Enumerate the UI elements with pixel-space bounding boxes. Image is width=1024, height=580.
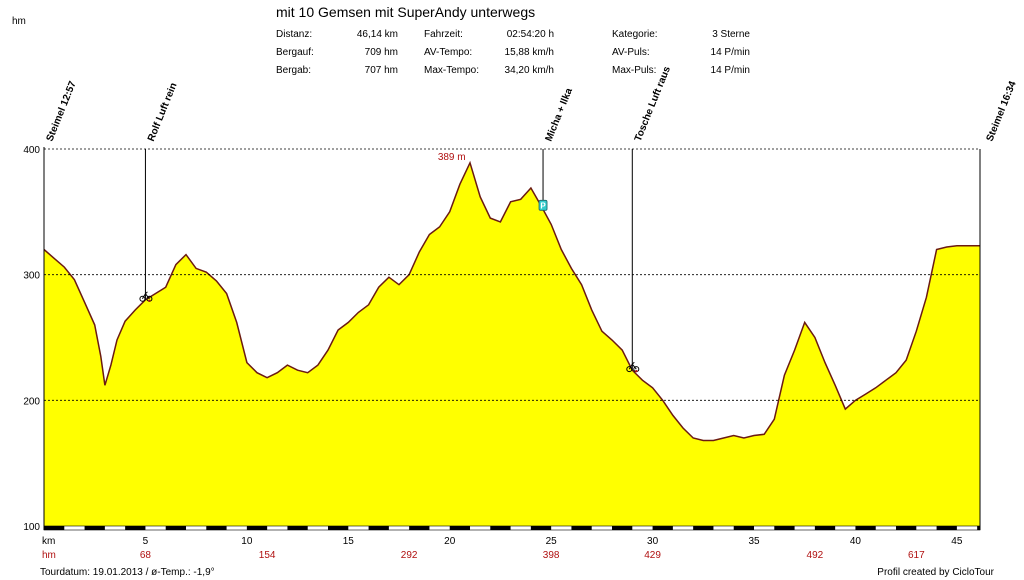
x-axis-segment xyxy=(571,526,592,530)
x-axis-segment xyxy=(44,526,65,530)
x-axis-segment xyxy=(246,526,268,530)
x-axis-segment xyxy=(125,526,146,530)
stat-value-bergab: 707 hm xyxy=(364,65,398,76)
x-axis-unit-label: km xyxy=(42,536,55,547)
x-axis-segment xyxy=(936,526,957,530)
parking-letter: P xyxy=(540,201,546,210)
bike-dot xyxy=(635,369,638,373)
climb-value-label: 292 xyxy=(401,550,418,561)
waypoint-label: Steimel 16:34 xyxy=(985,79,1019,143)
stat-value-max-puls: 14 P/min xyxy=(710,65,750,76)
climb-value-label: 154 xyxy=(259,550,276,561)
stat-label-fahrzeit: Fahrzeit: xyxy=(424,29,463,40)
stat-label-bergauf: Bergauf: xyxy=(276,47,314,58)
x-axis-segment xyxy=(165,526,187,530)
x-tick-label: 25 xyxy=(546,536,558,547)
x-axis-segment xyxy=(855,526,876,530)
climb-value-label: 68 xyxy=(140,550,152,561)
x-axis-segment xyxy=(368,526,389,530)
stat-label-bergab: Bergab: xyxy=(276,65,312,76)
x-axis-segment xyxy=(733,526,755,530)
stat-label-distanz: Distanz: xyxy=(276,29,313,40)
y-tick-label: 100 xyxy=(23,522,40,533)
x-axis-segment xyxy=(206,526,227,530)
x-tick-label: 10 xyxy=(241,536,253,547)
x-axis-segment xyxy=(449,526,471,530)
x-axis-segment xyxy=(84,526,105,530)
x-tick-label: 5 xyxy=(143,536,149,547)
parking-icon: P xyxy=(538,199,548,211)
bike-frame xyxy=(142,291,150,300)
bike-icon xyxy=(139,291,153,302)
bike-wheel xyxy=(626,366,633,373)
stat-label-max-puls: Max-Puls: xyxy=(612,65,657,76)
stat-value-av-tempo: 15,88 km/h xyxy=(504,47,554,58)
x-axis-segment xyxy=(409,526,430,530)
x-tick-label: 40 xyxy=(850,536,862,547)
elevation-profile-line xyxy=(43,160,980,442)
x-axis-segment xyxy=(896,526,917,530)
climb-row-label: hm xyxy=(42,550,56,561)
tour-date-footer: Tourdatum: 19.01.2013 / ø-Temp.: -1,9° xyxy=(40,567,215,578)
x-axis-segment xyxy=(693,526,714,530)
x-tick-label: 30 xyxy=(647,536,659,547)
y-axis-unit-label: hm xyxy=(12,16,26,27)
stat-value-kategorie: 3 Sterne xyxy=(712,29,750,40)
climb-value-label: 429 xyxy=(644,550,661,561)
stat-value-distanz: 46,14 km xyxy=(356,29,398,40)
stat-value-bergauf: 709 hm xyxy=(364,47,398,58)
x-axis-segment xyxy=(490,526,511,530)
waypoint-label: Micha + Ilka xyxy=(544,86,575,143)
waypoint-label: Tosche Luft raus xyxy=(633,65,673,144)
stat-value-av-puls: 14 P/min xyxy=(710,47,750,58)
x-axis-segment xyxy=(652,526,673,530)
bike-dot xyxy=(148,299,151,302)
y-tick-label: 400 xyxy=(23,145,40,156)
chart-title: mit 10 Gemsen mit SuperAndy unterwegs xyxy=(276,4,536,20)
x-axis-segment xyxy=(814,526,836,530)
elevation-area-fill xyxy=(44,162,980,527)
bike-wheel xyxy=(139,295,146,302)
stat-label-av-puls: AV-Puls: xyxy=(612,47,650,58)
parking-sign xyxy=(538,199,548,211)
waypoint-label: Rolf Luft rein xyxy=(146,81,180,143)
credit-footer: Profil created by CicloTour xyxy=(877,567,994,578)
x-axis-segment xyxy=(774,526,795,530)
x-axis-segment xyxy=(612,526,633,530)
bike-frame xyxy=(628,361,637,370)
x-axis-segment xyxy=(287,526,308,530)
x-axis-segment xyxy=(328,526,349,530)
max-elevation-label: 389 m xyxy=(438,152,466,163)
waypoint-label: Steimel 12:57 xyxy=(45,79,79,143)
bike-icon xyxy=(626,361,640,373)
stat-label-av-tempo: AV-Tempo: xyxy=(424,47,473,58)
x-tick-label: 45 xyxy=(951,536,963,547)
stat-value-max-tempo: 34,20 km/h xyxy=(504,65,554,76)
stat-value-fahrzeit: 02:54:20 h xyxy=(506,29,554,40)
x-tick-label: 35 xyxy=(748,536,760,547)
stat-label-max-tempo: Max-Tempo: xyxy=(424,65,480,76)
x-axis-segment xyxy=(977,526,980,530)
climb-value-label: 398 xyxy=(543,550,560,561)
stat-label-kategorie: Kategorie: xyxy=(612,29,658,40)
climb-value-label: 492 xyxy=(807,550,824,561)
x-axis-segment xyxy=(530,526,552,530)
x-tick-label: 15 xyxy=(343,536,355,547)
climb-value-label: 617 xyxy=(908,550,925,561)
y-tick-label: 300 xyxy=(23,271,40,282)
y-tick-label: 200 xyxy=(23,396,40,407)
x-tick-label: 20 xyxy=(444,536,456,547)
